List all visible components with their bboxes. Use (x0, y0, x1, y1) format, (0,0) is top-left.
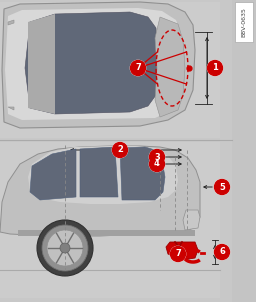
Polygon shape (0, 146, 200, 236)
Polygon shape (120, 147, 165, 200)
Polygon shape (18, 230, 195, 236)
FancyBboxPatch shape (232, 0, 256, 302)
Polygon shape (8, 20, 14, 25)
Polygon shape (80, 147, 118, 197)
Text: 7: 7 (135, 63, 141, 72)
Text: 6: 6 (219, 248, 225, 256)
Polygon shape (30, 149, 76, 200)
Polygon shape (5, 8, 184, 120)
Circle shape (208, 60, 222, 76)
Text: 7: 7 (175, 249, 181, 259)
Circle shape (112, 143, 127, 158)
FancyBboxPatch shape (0, 2, 220, 138)
Text: 2: 2 (117, 146, 123, 155)
Text: 4: 4 (154, 159, 160, 169)
Circle shape (170, 246, 186, 262)
Circle shape (60, 243, 70, 253)
FancyBboxPatch shape (235, 2, 253, 42)
Circle shape (42, 225, 88, 271)
Polygon shape (2, 2, 195, 128)
FancyBboxPatch shape (0, 142, 220, 298)
Text: 3: 3 (154, 153, 160, 162)
Polygon shape (183, 210, 200, 230)
Circle shape (150, 149, 165, 165)
Circle shape (215, 245, 229, 259)
Text: B8V-0635: B8V-0635 (241, 7, 247, 37)
Circle shape (131, 60, 145, 76)
Polygon shape (166, 242, 198, 260)
Polygon shape (155, 17, 185, 117)
Circle shape (37, 220, 93, 276)
Polygon shape (25, 12, 158, 114)
Circle shape (215, 179, 229, 194)
Polygon shape (28, 146, 178, 204)
Text: 5: 5 (219, 182, 225, 191)
Text: 1: 1 (212, 63, 218, 72)
Circle shape (47, 230, 83, 266)
Polygon shape (8, 107, 14, 110)
Polygon shape (28, 14, 55, 114)
Circle shape (150, 156, 165, 172)
